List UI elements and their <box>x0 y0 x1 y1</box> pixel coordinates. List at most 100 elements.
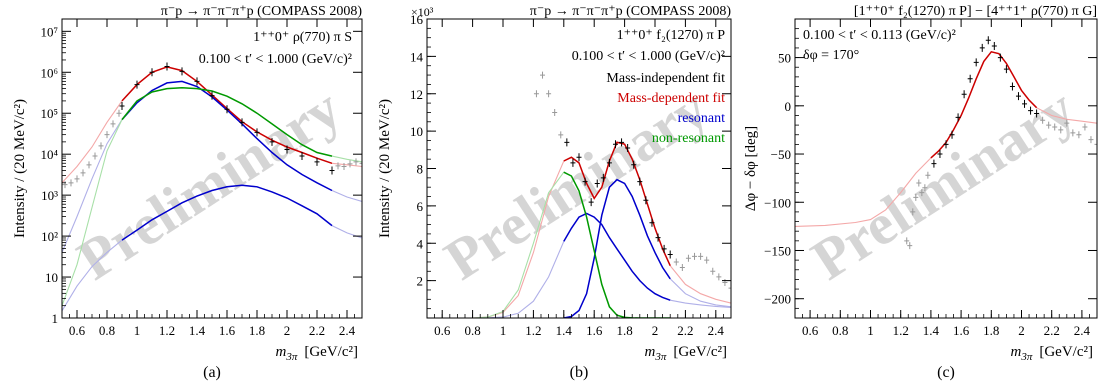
t-range-label: 0.100 < t′ < 1.000 (GeV/c)² <box>199 52 352 67</box>
data-point <box>62 181 68 189</box>
x-tick-label: 1.4 <box>556 323 573 338</box>
x-tick-label: 1.8 <box>249 323 265 338</box>
x-axis-label-subscript: 3π <box>285 351 298 363</box>
x-axis-label-symbol: m <box>645 344 656 360</box>
y-tick-label: 14 <box>410 49 424 64</box>
x-tick-label: 1.2 <box>525 323 541 338</box>
data-point <box>943 140 949 149</box>
data-point <box>704 256 710 264</box>
data-point <box>1015 92 1021 101</box>
data-point <box>967 74 973 83</box>
data-point <box>314 157 320 166</box>
curve-mass-dependent-1 <box>930 50 1038 159</box>
data-point <box>546 90 552 98</box>
data-point <box>931 159 937 168</box>
t-range-label: 0.100 < t′ < 1.000 (GeV/c)² <box>572 49 725 64</box>
data-point <box>606 158 612 167</box>
y-axis-label: Intensity / (20 MeV/c²) <box>377 99 393 238</box>
legend-entry: resonant <box>678 111 726 126</box>
data-point <box>949 130 955 139</box>
x-tick-label: 0.8 <box>464 323 480 338</box>
data-point <box>1022 99 1028 108</box>
data-point <box>341 163 347 171</box>
data-point <box>922 184 928 192</box>
data-point <box>913 193 919 201</box>
data-point <box>722 278 728 286</box>
data-point <box>698 252 704 260</box>
data-point <box>1046 121 1052 129</box>
x-axis-label: m3π [GeV/c²] <box>1011 344 1094 363</box>
data-point <box>353 158 359 166</box>
data-point <box>329 166 335 175</box>
data-point <box>119 102 125 111</box>
data-point <box>925 171 931 179</box>
data-point <box>1070 129 1076 137</box>
wave-label: 1⁺⁺0⁺ ρ(770) π S <box>253 30 352 45</box>
data-point <box>919 189 925 197</box>
data-point <box>116 109 122 117</box>
data-point <box>1034 109 1040 118</box>
data-point <box>904 237 910 245</box>
x-tick-label: 2.4 <box>708 323 725 338</box>
data-point <box>564 138 570 147</box>
x-tick-label: 1.4 <box>189 323 206 338</box>
data-point <box>335 162 341 170</box>
data-point <box>74 175 80 183</box>
data-point <box>1040 116 1046 124</box>
data-point <box>728 284 731 292</box>
y-tick-label: 50 <box>778 51 791 66</box>
y-tick-label: 8 <box>417 162 424 177</box>
data-point <box>254 128 260 137</box>
data-point <box>655 233 661 242</box>
y-tick-label: 1 <box>52 311 59 326</box>
y-multiplier: ×10³ <box>411 5 434 19</box>
data-point <box>1082 123 1088 131</box>
y-tick-label: 10³ <box>41 188 58 203</box>
x-tick-label: 1.8 <box>983 323 999 338</box>
x-tick-label: 2 <box>284 323 291 338</box>
panel-label: (c) <box>937 364 955 381</box>
data-point <box>1028 106 1034 115</box>
data-point <box>685 254 691 262</box>
panel-label: (b) <box>570 364 589 381</box>
data-point <box>631 160 637 169</box>
data-point <box>110 120 116 128</box>
data-point <box>1076 131 1082 139</box>
watermark-text: Preliminary <box>800 75 1086 292</box>
x-tick-label: 1.2 <box>159 323 175 338</box>
x-axis-label: m3π [GeV/c²] <box>645 344 728 363</box>
data-point <box>104 131 110 139</box>
x-axis-label-unit: [GeV/c²] <box>304 344 358 360</box>
x-tick-label: 1 <box>867 323 874 338</box>
x-tick-label: 2.4 <box>339 323 356 338</box>
data-point <box>661 244 667 253</box>
data-point <box>673 258 679 266</box>
data-point <box>134 80 140 89</box>
x-tick-label: 0.8 <box>99 323 115 338</box>
x-tick-label: 0.6 <box>69 323 86 338</box>
x-tick-label: 1.4 <box>923 323 940 338</box>
data-point <box>588 198 594 207</box>
x-tick-label: 1 <box>500 323 507 338</box>
x-tick-label: 1.6 <box>586 323 603 338</box>
panel-label: (a) <box>203 364 221 381</box>
y-tick-label: 10² <box>41 229 58 244</box>
data-point <box>179 67 185 76</box>
data-point <box>347 160 353 168</box>
data-point <box>643 196 649 205</box>
y-tick-label: 10⁴ <box>40 147 58 162</box>
data-point <box>359 159 362 167</box>
x-tick-label: 0.6 <box>802 323 819 338</box>
data-point <box>679 264 685 272</box>
y-tick-label: 10 <box>410 124 423 139</box>
data-point <box>916 179 922 187</box>
data-point <box>997 53 1003 62</box>
data-point <box>224 105 230 114</box>
plot-area: Preliminary <box>62 62 362 312</box>
y-tick-label: 2 <box>417 274 424 289</box>
data-point <box>1088 136 1094 144</box>
curve-mass-dependent-1 <box>563 141 671 267</box>
x-tick-label: 2 <box>652 323 659 338</box>
x-axis-label-subscript: 3π <box>654 351 667 363</box>
